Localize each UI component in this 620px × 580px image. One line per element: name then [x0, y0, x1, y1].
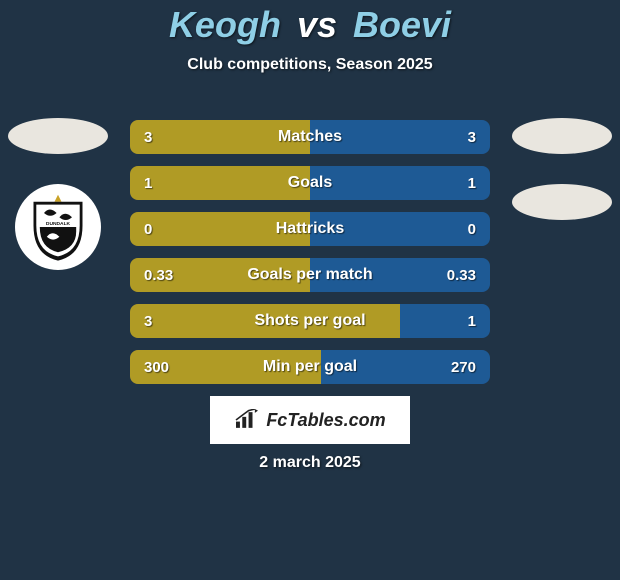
title-vs: vs — [297, 4, 337, 45]
fctables-watermark: FcTables.com — [210, 396, 410, 444]
badge-text: DUNDALK — [46, 221, 71, 227]
stat-value-right: 0.33 — [447, 267, 476, 284]
comparison-card: Keogh vs Boevi Club competitions, Season… — [0, 0, 620, 580]
stat-row: 3Matches3 — [130, 120, 490, 154]
stat-value-right: 0 — [468, 221, 476, 238]
subtitle: Club competitions, Season 2025 — [0, 56, 620, 74]
title-player1: Keogh — [169, 4, 281, 45]
stat-value-right: 1 — [468, 313, 476, 330]
stat-row: 1Goals1 — [130, 166, 490, 200]
fctables-label: FcTables.com — [266, 410, 385, 431]
stat-label: Shots per goal — [130, 312, 490, 330]
shield-icon: DUNDALK — [23, 192, 93, 262]
player1-avatar-placeholder — [8, 118, 108, 154]
match-date: 2 march 2025 — [0, 454, 620, 472]
stat-row: 0Hattricks0 — [130, 212, 490, 246]
player1-club-badge: DUNDALK — [15, 184, 101, 270]
player2-club-badge-placeholder — [512, 184, 612, 220]
bar-chart-icon — [234, 409, 260, 431]
stat-label: Goals per match — [130, 266, 490, 284]
right-avatars — [512, 118, 612, 220]
stat-label: Matches — [130, 128, 490, 146]
stats-container: 3Matches31Goals10Hattricks00.33Goals per… — [130, 120, 490, 384]
stat-value-right: 270 — [451, 359, 476, 376]
stat-value-right: 1 — [468, 175, 476, 192]
stat-row: 0.33Goals per match0.33 — [130, 258, 490, 292]
stat-row: 3Shots per goal1 — [130, 304, 490, 338]
stat-label: Goals — [130, 174, 490, 192]
stat-row: 300Min per goal270 — [130, 350, 490, 384]
page-title: Keogh vs Boevi — [0, 0, 620, 46]
left-avatars: DUNDALK — [8, 118, 108, 270]
stat-label: Min per goal — [130, 358, 490, 376]
stat-value-right: 3 — [468, 129, 476, 146]
player2-avatar-placeholder — [512, 118, 612, 154]
stat-label: Hattricks — [130, 220, 490, 238]
title-player2: Boevi — [353, 4, 451, 45]
